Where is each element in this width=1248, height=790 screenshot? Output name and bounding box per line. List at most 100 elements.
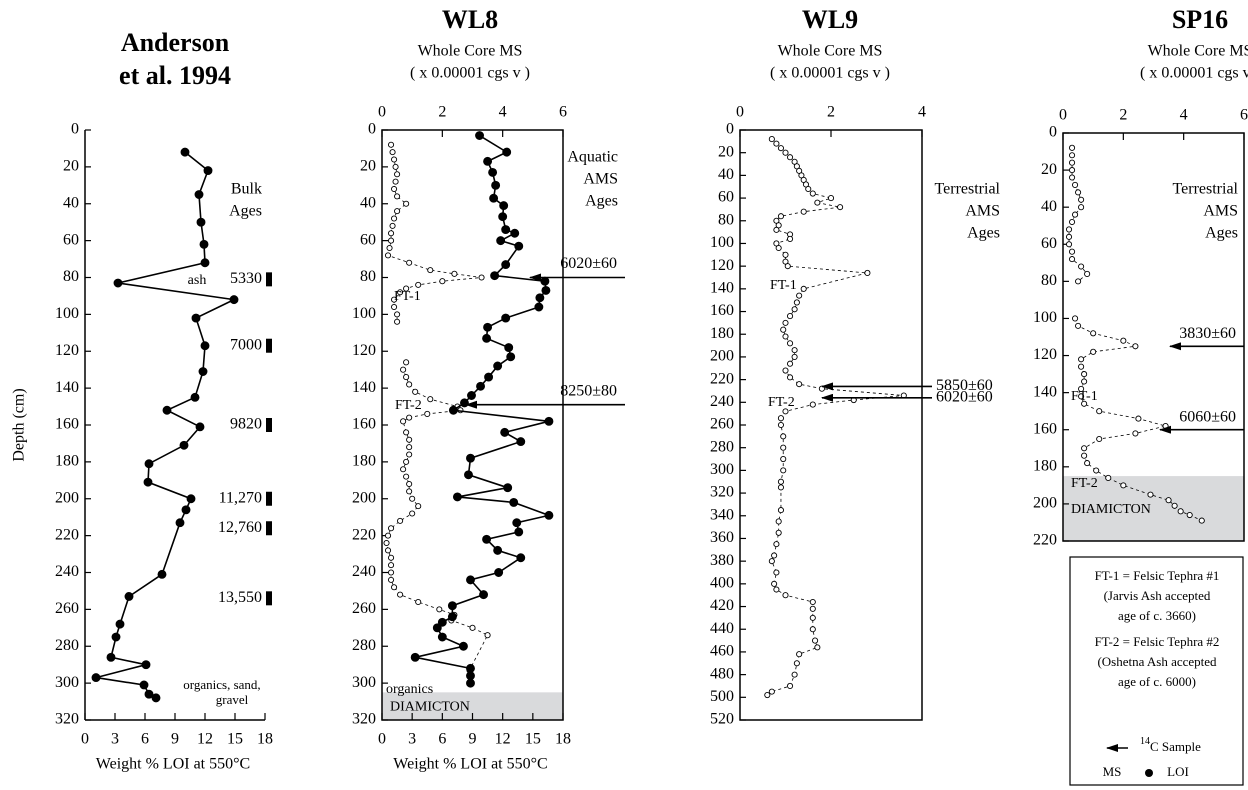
- data-point: [782, 251, 789, 258]
- data-point: [387, 569, 395, 576]
- x-tick-label: 3: [111, 731, 119, 748]
- data-point: [387, 554, 395, 561]
- age-label: 11,270: [219, 489, 262, 506]
- age-heading: AMS: [583, 171, 618, 188]
- y-tick-label: 40: [1041, 198, 1057, 215]
- data-point: [394, 193, 401, 200]
- y-tick-label: 40: [360, 194, 376, 211]
- annotation: gravel: [216, 692, 249, 707]
- y-tick-label: 140: [55, 379, 79, 396]
- age-marker: [266, 491, 272, 506]
- data-point: [796, 651, 803, 658]
- y-tick-label: 0: [71, 121, 79, 138]
- data-point: [791, 347, 798, 354]
- data-point: [191, 313, 201, 323]
- age-label: 3830±60: [1179, 325, 1236, 342]
- data-point: [403, 458, 410, 465]
- data-point: [1096, 435, 1103, 443]
- x-tick-label: 6: [141, 731, 149, 748]
- y-tick-label: 300: [55, 674, 79, 691]
- data-point: [812, 637, 819, 644]
- data-point: [483, 156, 493, 166]
- data-point: [392, 163, 399, 170]
- data-point: [1132, 430, 1139, 437]
- age-heading: Aquatic: [567, 149, 618, 166]
- data-point: [764, 691, 771, 699]
- data-point: [1069, 256, 1076, 263]
- data-point: [412, 388, 419, 395]
- data-point: [809, 598, 816, 606]
- age-marker: [266, 272, 272, 287]
- age-label: 9820: [230, 416, 262, 433]
- data-point: [400, 418, 407, 425]
- y-tick-label: 240: [55, 563, 79, 580]
- data-point: [814, 199, 821, 206]
- data-point: [775, 529, 782, 536]
- x-tick-label: 0: [378, 104, 386, 121]
- data-point: [403, 429, 410, 436]
- data-point: [493, 545, 503, 555]
- age-heading: Ages: [1205, 225, 1238, 242]
- data-point: [773, 569, 780, 576]
- y-tick-label: 280: [352, 637, 376, 654]
- age-label: 8250±80: [560, 382, 617, 399]
- y-tick-label: 60: [360, 231, 376, 248]
- data-point: [387, 230, 395, 237]
- y-tick-label: 40: [718, 166, 734, 183]
- data-point: [403, 359, 410, 366]
- data-point: [782, 149, 789, 156]
- data-point: [415, 598, 422, 606]
- y-tick-label: 300: [710, 461, 734, 478]
- data-point: [406, 451, 413, 458]
- data-point: [775, 518, 782, 525]
- data-point: [1065, 233, 1073, 240]
- data-point: [387, 141, 395, 148]
- data-point: [512, 518, 522, 528]
- shaded-zone: [1063, 476, 1244, 541]
- data-point: [387, 576, 395, 583]
- data-point: [200, 258, 210, 268]
- legend-text: age of c. 6000): [1118, 674, 1196, 689]
- data-point: [391, 156, 398, 163]
- data-point: [780, 433, 787, 440]
- data-point: [1072, 181, 1079, 188]
- annotation: organics: [386, 682, 433, 697]
- annotation: FT-1: [770, 278, 797, 293]
- age-heading: AMS: [965, 203, 1000, 220]
- panel-subtitle: Whole Core MS: [418, 43, 523, 60]
- data-point: [784, 263, 791, 270]
- data-point: [796, 292, 803, 299]
- data-point: [394, 208, 401, 215]
- y-tick-label: 200: [55, 489, 79, 506]
- data-point: [1093, 467, 1100, 474]
- data-point: [139, 680, 149, 690]
- x-tick-label: 6: [1240, 107, 1248, 124]
- age-heading: Terrestrial: [934, 181, 1000, 198]
- data-point: [498, 212, 508, 222]
- series-line: [767, 138, 904, 696]
- series-line: [1074, 318, 1202, 521]
- data-point: [143, 477, 153, 487]
- data-point: [111, 632, 121, 642]
- data-point: [780, 455, 787, 463]
- zone-label: DIAMICTON: [390, 699, 470, 714]
- data-point: [501, 313, 511, 323]
- x-tick-label: 4: [1180, 107, 1188, 124]
- data-point: [406, 259, 413, 266]
- y-tick-label: 200: [710, 348, 734, 365]
- data-point: [534, 302, 544, 312]
- data-point: [864, 269, 871, 277]
- series-line: [387, 144, 482, 322]
- age-label: 6060±60: [1179, 408, 1236, 425]
- data-point: [406, 436, 413, 443]
- data-point: [1084, 270, 1091, 277]
- y-tick-label: 220: [1033, 532, 1057, 549]
- data-point: [787, 154, 794, 161]
- data-point: [516, 437, 526, 447]
- age-heading: Ages: [229, 203, 262, 220]
- data-point: [115, 619, 125, 629]
- data-point: [479, 590, 489, 600]
- x-tick-label: 2: [438, 104, 446, 121]
- data-point: [782, 408, 789, 415]
- data-point: [800, 285, 807, 292]
